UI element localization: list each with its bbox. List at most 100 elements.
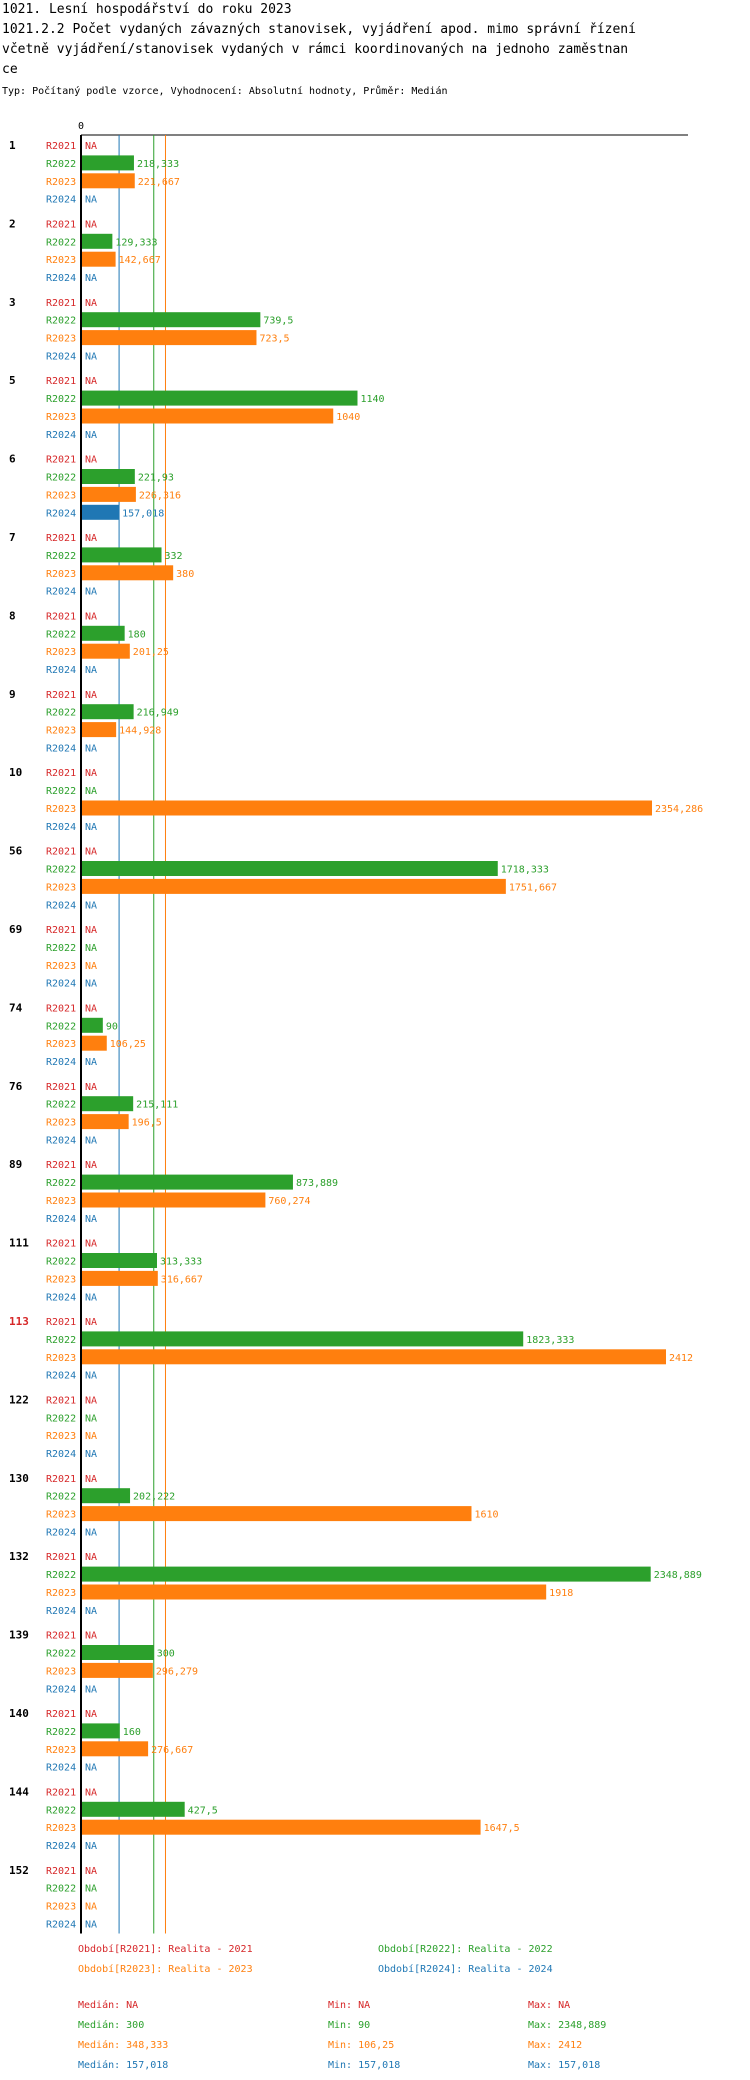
data-label-na: NA	[85, 1160, 97, 1171]
bar	[81, 1662, 153, 1678]
series-label: R2022	[46, 1492, 76, 1503]
data-label-na: NA	[85, 1763, 97, 1774]
data-label-na: NA	[85, 1082, 97, 1093]
series-label: R2024	[46, 273, 76, 284]
series-label: R2021	[46, 690, 76, 701]
data-label-na: NA	[85, 1606, 97, 1617]
series-label: R2024	[46, 1057, 76, 1068]
data-label-na: NA	[85, 900, 97, 911]
category-label: 130	[9, 1472, 29, 1485]
data-label: 180	[128, 629, 146, 640]
series-label: R2023	[46, 1588, 76, 1599]
series-label: R2021	[46, 1866, 76, 1877]
series-label: R2021	[46, 1631, 76, 1642]
series-label: R2024	[46, 900, 76, 911]
series-label: R2021	[46, 847, 76, 858]
series-label: R2023	[46, 1823, 76, 1834]
series-label: R2021	[46, 298, 76, 309]
series-label: R2022	[46, 473, 76, 484]
series-label: R2022	[46, 394, 76, 405]
category-label: 140	[9, 1707, 29, 1720]
data-label: 1647,5	[484, 1823, 520, 1834]
data-label: 760,274	[268, 1196, 310, 1207]
series-label: R2023	[46, 647, 76, 658]
series-label: R2024	[46, 822, 76, 833]
series-label: R2023	[46, 569, 76, 580]
data-label-na: NA	[85, 195, 97, 206]
data-label: 160	[123, 1727, 141, 1738]
bar	[81, 233, 113, 249]
data-label: 316,667	[161, 1274, 203, 1285]
category-label: 2	[9, 217, 16, 230]
series-label: R2022	[46, 629, 76, 640]
data-label: 739,5	[263, 316, 293, 327]
series-label: R2023	[46, 177, 76, 188]
series-label: R2022	[46, 1335, 76, 1346]
series-label: R2024	[46, 1371, 76, 1382]
series-label: R2024	[46, 1606, 76, 1617]
category-label: 76	[9, 1080, 23, 1093]
data-label: 313,333	[160, 1257, 202, 1268]
data-label-na: NA	[85, 943, 97, 954]
bar	[81, 330, 257, 346]
category-label: 7	[9, 531, 16, 544]
series-label: R2024	[46, 665, 76, 676]
data-label-na: NA	[85, 690, 97, 701]
data-label: 2412	[669, 1353, 693, 1364]
data-label-na: NA	[85, 219, 97, 230]
category-label: 139	[9, 1629, 29, 1642]
bar	[81, 390, 358, 406]
category-label: 3	[9, 296, 16, 309]
series-label: R2021	[46, 1239, 76, 1250]
category-label: 69	[9, 923, 22, 936]
series-label: R2023	[46, 1274, 76, 1285]
data-label: 1918	[549, 1588, 573, 1599]
series-label: R2021	[46, 455, 76, 466]
data-label-na: NA	[85, 1920, 97, 1931]
legend-r2022: Období[R2022]: Realita - 2022	[378, 1944, 553, 1955]
chart-title-line-1: 1021. Lesní hospodářství do roku 2023	[2, 2, 292, 17]
bar	[81, 1741, 149, 1757]
legend-r2021: Období[R2021]: Realita - 2021	[78, 1944, 253, 1955]
data-label-na: NA	[85, 430, 97, 441]
data-label-na: NA	[85, 455, 97, 466]
data-label: 723,5	[259, 334, 289, 345]
data-label-na: NA	[85, 1057, 97, 1068]
data-label: 2348,889	[654, 1570, 702, 1581]
data-label: 196,5	[132, 1118, 162, 1129]
bar	[81, 704, 134, 720]
data-label: 1610	[474, 1510, 498, 1521]
data-label: 221,93	[138, 473, 174, 484]
category-label: 152	[9, 1864, 29, 1877]
series-label: R2023	[46, 726, 76, 737]
series-label: R2022	[46, 943, 76, 954]
series-label: R2021	[46, 1160, 76, 1171]
series-label: R2021	[46, 1552, 76, 1563]
chart-title-line-2: 1021.2.2 Počet vydaných závazných stanov…	[2, 22, 636, 37]
bar	[81, 625, 125, 641]
data-label: 202,222	[133, 1492, 175, 1503]
series-label: R2024	[46, 1528, 76, 1539]
bar-chart: 0 1 R2021 NA R2022 218,333 R2023 221,667 R2024 NA…	[9, 121, 703, 1934]
axis-zero-label: 0	[78, 121, 84, 132]
bar	[81, 1801, 185, 1817]
data-label-na: NA	[85, 1431, 97, 1442]
series-label: R2021	[46, 219, 76, 230]
bar	[81, 1270, 158, 1286]
bar	[81, 1331, 524, 1347]
data-label-na: NA	[85, 1395, 97, 1406]
data-label-na: NA	[85, 611, 97, 622]
category-label: 111	[9, 1237, 29, 1250]
data-label-na: NA	[85, 1902, 97, 1913]
data-label-na: NA	[85, 1884, 97, 1895]
bar	[81, 312, 261, 328]
data-label-na: NA	[85, 298, 97, 309]
data-label-na: NA	[85, 1136, 97, 1147]
data-label: 296,279	[156, 1666, 198, 1677]
data-label-na: NA	[85, 1214, 97, 1225]
category-label: 132	[9, 1550, 29, 1563]
category-label: 5	[9, 374, 16, 387]
data-label: 873,889	[296, 1178, 338, 1189]
series-label: R2022	[46, 551, 76, 562]
data-label-na: NA	[85, 1552, 97, 1563]
